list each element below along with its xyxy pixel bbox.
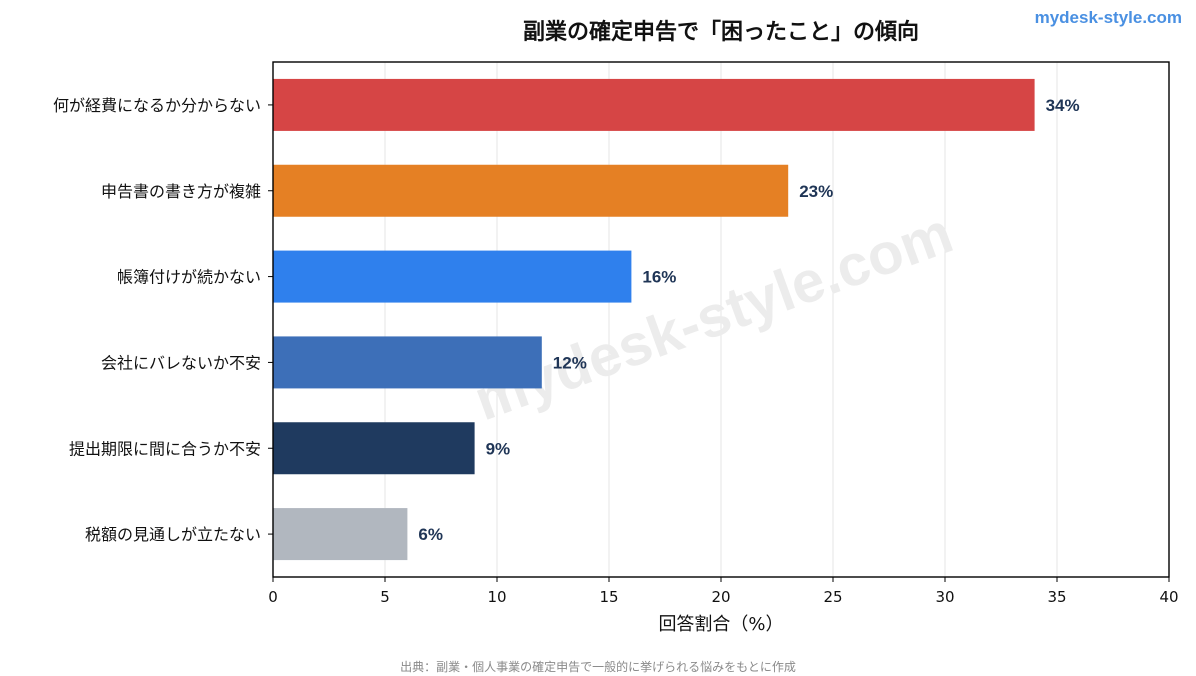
brand-watermark-link: mydesk-style.com [1034,8,1182,27]
x-tick-label: 35 [1047,588,1066,606]
bar [273,336,542,389]
plot-frame [272,61,1170,578]
category-labels: 何が経費になるか分からない申告書の書き方が複雑帳簿付けが続かない会社にバレないか… [53,96,273,544]
x-tick-label: 5 [380,588,390,606]
x-tick-label: 30 [935,588,954,606]
bar-value-label: 12% [553,353,587,372]
x-tick-label: 0 [268,588,278,606]
chart-title: 副業の確定申告で「困ったこと」の傾向 [522,20,919,45]
category-label: 税額の見通しが立たない [85,525,261,544]
bar [273,78,1035,131]
grid-lines [384,62,1058,577]
bar [273,508,408,561]
x-tick-label: 25 [823,588,842,606]
source-footnote: 出典：副業・個人事業の確定申告で一般的に挙げられる悩みをもとに作成 [400,660,796,674]
bar [273,164,789,217]
bar-value-label: 23% [799,182,833,201]
bar-value-label: 6% [418,525,443,544]
data-labels: 34% 23% 16% 12% 9% 6% [418,96,1079,544]
x-tick-label: 20 [711,588,730,606]
bar-value-label: 16% [642,268,676,287]
x-tick-label: 10 [487,588,506,606]
x-tick-label: 15 [599,588,618,606]
bar-value-label: 9% [486,439,511,458]
category-label: 会社にバレないか不安 [101,353,261,372]
bars [273,78,1035,561]
x-axis-ticks: 0 5 10 15 20 25 30 35 40 [268,577,1179,606]
category-label: 何が経費になるか分からない [53,96,261,115]
category-label: 提出期限に間に合うか不安 [69,439,261,458]
category-label: 帳簿付けが続かない [117,268,261,287]
x-axis-label: 回答割合（%） [658,614,783,635]
bar-value-label: 34% [1046,96,1080,115]
bar [273,250,632,303]
category-label: 申告書の書き方が複雑 [101,182,261,201]
x-tick-label: 40 [1159,588,1178,606]
watermark-text: mydesk-style.com [466,200,961,433]
bar [273,422,475,475]
